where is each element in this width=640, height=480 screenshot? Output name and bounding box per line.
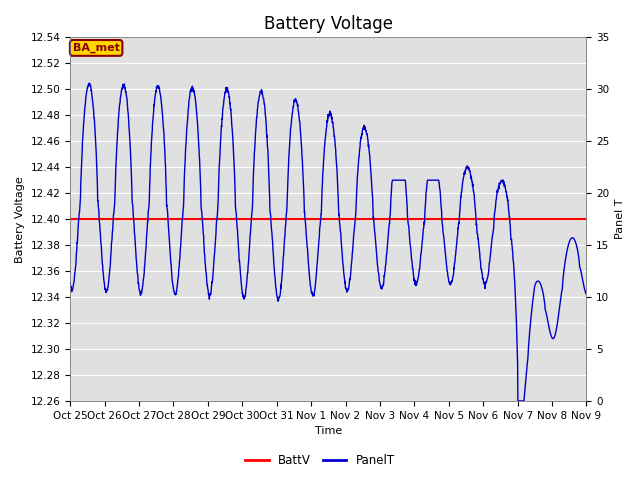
Title: Battery Voltage: Battery Voltage [264, 15, 393, 33]
Y-axis label: Battery Voltage: Battery Voltage [15, 176, 25, 263]
Legend: BattV, PanelT: BattV, PanelT [240, 449, 400, 472]
Text: BA_met: BA_met [73, 43, 120, 53]
X-axis label: Time: Time [315, 426, 342, 436]
Y-axis label: Panel T: Panel T [615, 199, 625, 240]
